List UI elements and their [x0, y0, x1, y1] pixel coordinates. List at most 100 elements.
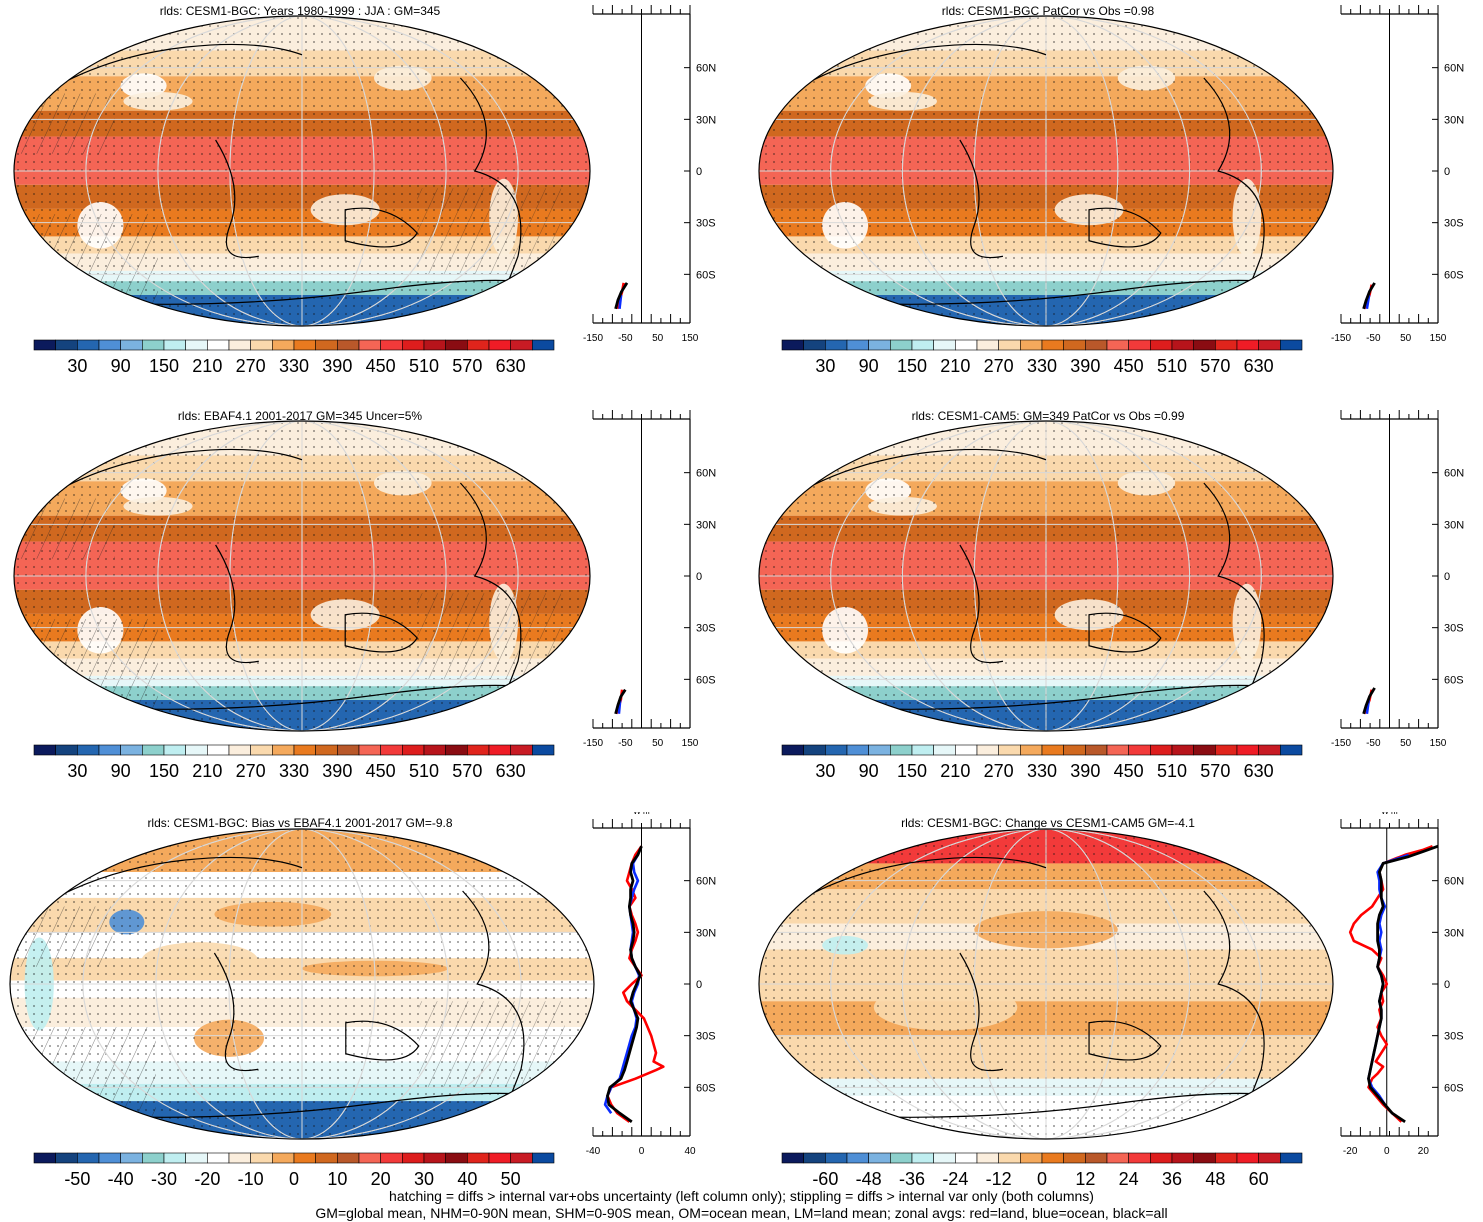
colorbar-swatch [1172, 745, 1194, 755]
colorbar-swatch [1150, 745, 1172, 755]
colorbar-tick-label: 390 [322, 356, 352, 376]
colorbar-swatch [825, 1153, 847, 1163]
zonal-unit-label: W m [1381, 405, 1398, 407]
zonal-lat-label: 30S [696, 218, 716, 230]
colorbar-swatch [207, 340, 229, 350]
colorbar-swatch [294, 340, 316, 350]
colorbar-swatch [1215, 745, 1237, 755]
zonal-lat-label: 30S [1444, 218, 1464, 230]
zonal-lat-label: 60N [696, 63, 716, 75]
colorbar-swatch [359, 340, 381, 350]
colorbar-swatch [869, 1153, 891, 1163]
zonal-lat-label: 60N [696, 876, 716, 888]
colorbar-swatch [890, 340, 912, 350]
panel-6: rlds: CESM1-BGC: Change vs CESM1-CAM5 GM… [748, 812, 1483, 1187]
zonal-line-ocean [1369, 855, 1409, 1105]
colorbar-swatch [869, 745, 891, 755]
map-field [10, 829, 594, 1139]
colorbar-swatch [186, 745, 208, 755]
colorbar-swatch [847, 340, 869, 350]
colorbar-swatch [1172, 340, 1194, 350]
colorbar-tick-label: 330 [1027, 761, 1057, 781]
colorbar-swatch [467, 745, 489, 755]
colorbar-tick-label: 570 [452, 356, 482, 376]
colorbar-swatch [1129, 745, 1151, 755]
colorbar-swatch [316, 745, 338, 755]
zonal-x-tick-label: 0 [1384, 1146, 1390, 1157]
colorbar-swatch [912, 745, 934, 755]
hatching [14, 499, 115, 559]
colorbar-swatch [847, 1153, 869, 1163]
colorbar-swatch [56, 745, 78, 755]
colorbar-swatch [1280, 340, 1302, 350]
colorbar-swatch [402, 1153, 424, 1163]
colorbar-swatch [804, 745, 826, 755]
colorbar-swatch [186, 340, 208, 350]
map-field [14, 16, 590, 326]
colorbar-swatch [532, 745, 554, 755]
colorbar-swatch [337, 745, 359, 755]
zonal-lat-label: 30S [1444, 1031, 1464, 1043]
colorbar-swatch [251, 340, 273, 350]
colorbar-tick-label: 30 [67, 761, 87, 781]
map-field [759, 829, 1333, 1139]
colorbar-swatch [381, 1153, 403, 1163]
colorbar-swatch [337, 340, 359, 350]
colorbar-tick-label: 90 [111, 356, 131, 376]
colorbar-tick-label: 30 [414, 1169, 434, 1187]
colorbar-swatch [999, 340, 1021, 350]
colorbar-swatch [1259, 340, 1281, 350]
colorbar-tick-label: 630 [496, 761, 526, 781]
zonal-unit-label: W m [633, 812, 650, 816]
colorbar-tick-label: 330 [279, 356, 309, 376]
colorbar-swatch [1259, 745, 1281, 755]
colorbar-swatch [424, 745, 446, 755]
colorbar-tick-label: 630 [496, 356, 526, 376]
colorbar-tick-label: 60 [1249, 1169, 1269, 1187]
colorbar-tick-label: 390 [1070, 761, 1100, 781]
colorbar-tick-label: 210 [940, 761, 970, 781]
colorbar-tick-label: -36 [899, 1169, 925, 1187]
zonal-plot: -150-5050150W m-260N30N030S60S [1331, 405, 1464, 749]
colorbar-tick-label: 270 [984, 356, 1014, 376]
map-field [759, 16, 1333, 326]
colorbar-swatch [934, 1153, 956, 1163]
colorbar-tick-label: -20 [194, 1169, 220, 1187]
colorbar-swatch [77, 745, 99, 755]
zonal-lat-label: 30N [1444, 519, 1464, 531]
zonal-x-tick-label: -50 [1366, 333, 1381, 344]
zonal-lat-label: 0 [696, 571, 702, 583]
colorbar-tick-label: 570 [452, 761, 482, 781]
colorbar-swatch [1020, 1153, 1042, 1163]
footer-note-2: GM=global mean, NHM=0-90N mean, SHM=0-90… [0, 1205, 1483, 1222]
map-field [14, 421, 590, 731]
colorbar-swatch [402, 340, 424, 350]
colorbar-swatch [1020, 745, 1042, 755]
colorbar-swatch [142, 1153, 164, 1163]
colorbar-tick-label: 48 [1205, 1169, 1225, 1187]
colorbar-swatch [142, 340, 164, 350]
colorbar-swatch [164, 340, 186, 350]
colorbar-swatch [782, 745, 804, 755]
colorbar-swatch [77, 340, 99, 350]
colorbar-swatch [1042, 1153, 1064, 1163]
colorbar-swatch [272, 745, 294, 755]
colorbar-tick-label: -50 [64, 1169, 90, 1187]
colorbar-swatch [446, 340, 468, 350]
colorbar-swatch [1150, 340, 1172, 350]
colorbar-tick-label: 12 [1075, 1169, 1095, 1187]
zonal-lat-label: 30S [696, 1031, 716, 1043]
zonal-unit-label: W m [633, 405, 650, 407]
colorbar-tick-label: 510 [409, 356, 439, 376]
zonal-x-tick-label: -150 [1331, 738, 1351, 749]
colorbar-swatch [489, 745, 511, 755]
colorbar-swatch [34, 745, 56, 755]
colorbar-swatch [272, 1153, 294, 1163]
colorbar-swatch [207, 1153, 229, 1163]
panel-5: rlds: CESM1-BGC: Bias vs EBAF4.1 2001-20… [0, 812, 720, 1187]
zonal-x-tick-label: 150 [682, 333, 699, 344]
colorbar-tick-label: 30 [67, 356, 87, 376]
